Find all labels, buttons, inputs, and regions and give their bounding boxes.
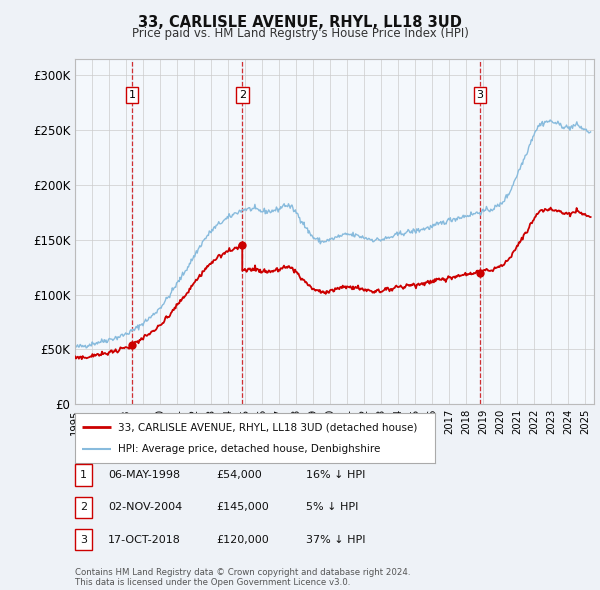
Text: 33, CARLISLE AVENUE, RHYL, LL18 3UD (detached house): 33, CARLISLE AVENUE, RHYL, LL18 3UD (det… [118, 422, 418, 432]
Bar [75, 59, 132, 404]
Text: 5% ↓ HPI: 5% ↓ HPI [306, 503, 358, 512]
Text: £120,000: £120,000 [216, 535, 269, 545]
Bar [132, 59, 242, 404]
Text: 1: 1 [128, 90, 136, 100]
Text: 1: 1 [80, 470, 87, 480]
Text: Contains HM Land Registry data © Crown copyright and database right 2024.
This d: Contains HM Land Registry data © Crown c… [75, 568, 410, 587]
Text: 06-MAY-1998: 06-MAY-1998 [108, 470, 180, 480]
Text: 17-OCT-2018: 17-OCT-2018 [108, 535, 181, 545]
Text: HPI: Average price, detached house, Denbighshire: HPI: Average price, detached house, Denb… [118, 444, 380, 454]
Text: 37% ↓ HPI: 37% ↓ HPI [306, 535, 365, 545]
Text: 2: 2 [239, 90, 246, 100]
Text: 02-NOV-2004: 02-NOV-2004 [108, 503, 182, 512]
Text: 3: 3 [476, 90, 484, 100]
Text: 33, CARLISLE AVENUE, RHYL, LL18 3UD: 33, CARLISLE AVENUE, RHYL, LL18 3UD [138, 15, 462, 30]
Text: Price paid vs. HM Land Registry's House Price Index (HPI): Price paid vs. HM Land Registry's House … [131, 27, 469, 40]
Text: 2: 2 [80, 503, 87, 512]
Text: £145,000: £145,000 [216, 503, 269, 512]
Text: 16% ↓ HPI: 16% ↓ HPI [306, 470, 365, 480]
Text: £54,000: £54,000 [216, 470, 262, 480]
Bar [480, 59, 594, 404]
Bar [242, 59, 480, 404]
Text: 3: 3 [80, 535, 87, 545]
